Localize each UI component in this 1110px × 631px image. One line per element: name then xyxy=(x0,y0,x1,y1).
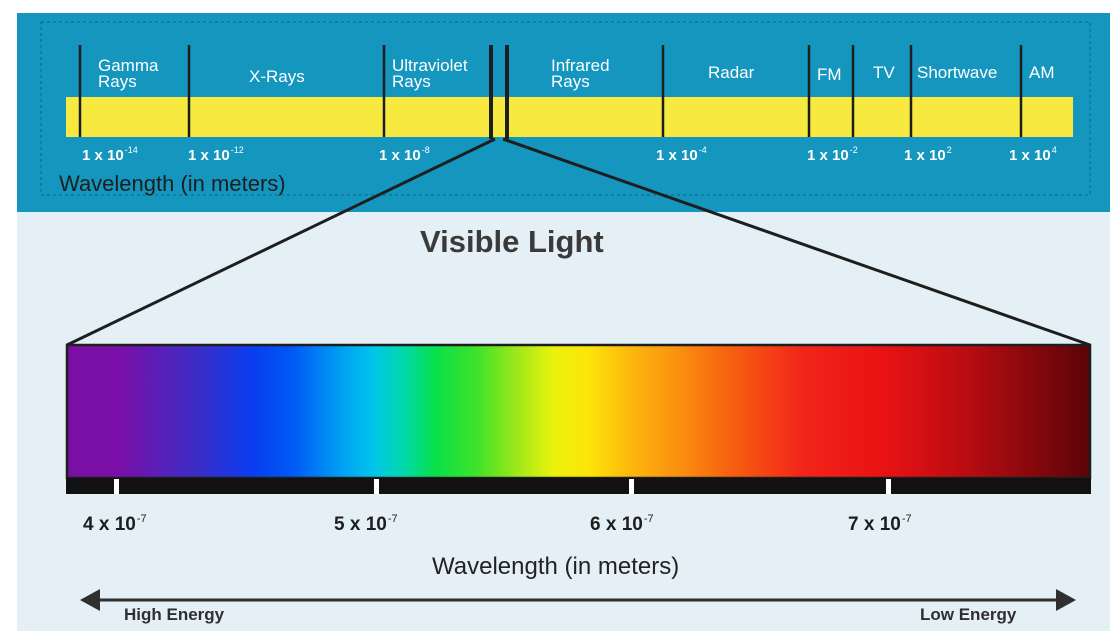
visible-scale-bar xyxy=(66,478,1091,494)
band-label-line: Infrared xyxy=(551,56,610,75)
band-label-radar: Radar xyxy=(708,64,754,81)
spectrum-axis-label: Wavelength (in meters) xyxy=(59,171,286,196)
tick-exponent: -7 xyxy=(387,513,398,525)
band-label-line: Shortwave xyxy=(917,63,998,82)
band-label-am: AM xyxy=(1029,64,1055,81)
spectrum-bar xyxy=(66,97,1073,137)
band-label-infrared: Infrared Rays xyxy=(551,56,610,91)
band-label-fm: FM xyxy=(817,66,842,83)
band-label-tv: TV xyxy=(873,64,895,81)
spectrum-tick: 1 x 10-12 xyxy=(188,145,244,164)
band-label-shortwave: Shortwave xyxy=(917,64,997,81)
visible-spectrum-bar xyxy=(65,343,1092,480)
band-label-gamma: Gamma Rays xyxy=(98,56,159,91)
tick-base: 7 x 10 xyxy=(848,514,901,535)
spectrum-tick: 1 x 10-8 xyxy=(379,145,430,164)
visible-tick: 5 x 10-7 xyxy=(334,513,398,535)
spectrum-tick: 1 x 104 xyxy=(1009,145,1057,164)
visible-tick: 7 x 10-7 xyxy=(848,513,912,535)
tick-base: 6 x 10 xyxy=(590,514,643,535)
band-label-uv: Ultraviolet Rays xyxy=(392,56,468,91)
tick-exponent: -7 xyxy=(643,513,654,525)
spectrum-tick: 1 x 10-4 xyxy=(656,145,707,164)
tick-base: 5 x 10 xyxy=(334,514,387,535)
visible-light-title: Visible Light xyxy=(420,224,604,259)
tick-exponent: -7 xyxy=(136,513,147,525)
dashed-frame xyxy=(40,21,1091,196)
arrow-left-head xyxy=(80,589,100,611)
zoom-lines xyxy=(66,137,1091,347)
scale-tick xyxy=(374,479,379,494)
tick-base: 1 x 10 xyxy=(807,147,849,164)
spectrum-tick: 1 x 10-14 xyxy=(82,145,138,164)
tick-base: 1 x 10 xyxy=(379,147,421,164)
tick-base: 1 x 10 xyxy=(656,147,698,164)
arrow-right-head xyxy=(1056,589,1076,611)
tick-base: 1 x 10 xyxy=(904,147,946,164)
tick-exponent: -12 xyxy=(230,145,244,155)
visible-scale-ticks xyxy=(114,479,891,494)
scale-tick xyxy=(629,479,634,494)
band-label-line: Ultraviolet xyxy=(392,56,468,75)
zoom-line-left xyxy=(66,137,496,347)
band-label-line: Rays xyxy=(98,72,137,91)
high-energy-label: High Energy xyxy=(124,605,225,624)
energy-arrow xyxy=(80,589,1076,611)
visible-tick: 6 x 10-7 xyxy=(590,513,654,535)
tick-exponent: -8 xyxy=(421,145,430,155)
spectrum-tick: 1 x 102 xyxy=(904,145,952,164)
visible-axis-label: Wavelength (in meters) xyxy=(432,553,680,580)
low-energy-label: Low Energy xyxy=(920,605,1017,624)
band-label-line: Gamma xyxy=(98,56,159,75)
band-label-xray: X-Rays xyxy=(249,68,305,85)
tick-exponent: -14 xyxy=(124,145,138,155)
tick-exponent: -4 xyxy=(698,145,707,155)
tick-exponent: -7 xyxy=(901,513,912,525)
scale-tick xyxy=(886,479,891,494)
spectrum-tick: 1 x 10-2 xyxy=(807,145,858,164)
tick-base: 1 x 10 xyxy=(82,147,124,164)
band-label-line: Rays xyxy=(551,72,590,91)
tick-base: 4 x 10 xyxy=(83,514,136,535)
band-label-line: TV xyxy=(873,63,895,82)
band-label-line: Radar xyxy=(708,63,755,82)
visible-tick: 4 x 10-7 xyxy=(83,513,147,535)
tick-exponent: 4 xyxy=(1051,145,1057,155)
band-dividers xyxy=(78,45,1023,137)
tick-base: 1 x 10 xyxy=(1009,147,1051,164)
band-label-line: X-Rays xyxy=(249,67,305,86)
tick-exponent: 2 xyxy=(946,145,952,155)
tick-exponent: -2 xyxy=(849,145,858,155)
tick-base: 1 x 10 xyxy=(188,147,230,164)
band-label-line: FM xyxy=(817,65,842,84)
band-label-line: Rays xyxy=(392,72,431,91)
visible-window-lines xyxy=(489,45,509,139)
band-label-line: AM xyxy=(1029,63,1055,82)
zoom-line-right xyxy=(502,137,1091,347)
scale-tick xyxy=(114,479,119,494)
